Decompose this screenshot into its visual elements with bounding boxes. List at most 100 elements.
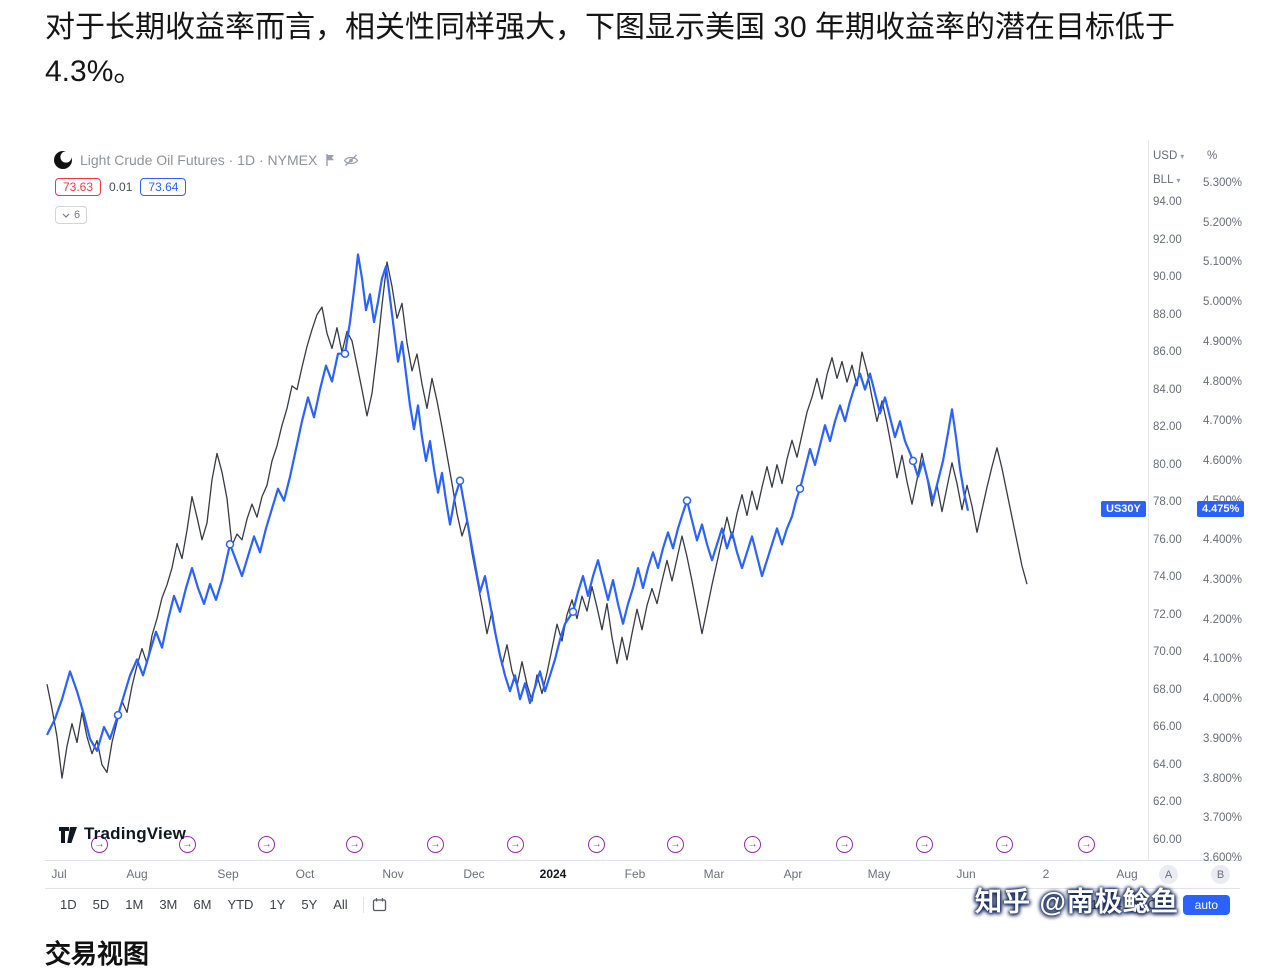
contract-roll-icon[interactable]: → — [744, 836, 761, 853]
currency-dropdown[interactable]: USD ▾ — [1153, 150, 1184, 162]
contract-roll-icon[interactable]: → — [507, 836, 524, 853]
crude-line[interactable] — [46, 261, 1028, 779]
range-button-5D[interactable]: 5D — [92, 897, 110, 912]
price-axis-usd[interactable]: 94.00 92.00 90.00 88.00 86.00 84.00 82.00 80.00… — [1153, 140, 1197, 860]
axis-tick-label: 80.00 — [1153, 459, 1182, 471]
time-axis-label: Oct — [295, 867, 315, 881]
axis-tick-label: 94.00 — [1153, 196, 1182, 208]
flag-icon[interactable] — [324, 153, 336, 167]
axis-tick-label: 76.00 — [1153, 534, 1182, 546]
us30y-line[interactable] — [46, 253, 970, 752]
time-axis-label: Aug — [126, 867, 148, 881]
axis-tick-label: 84.00 — [1153, 384, 1182, 396]
range-button-YTD[interactable]: YTD — [227, 897, 254, 912]
indicators-collapse-button[interactable]: 6 — [55, 206, 88, 224]
scale-a-button[interactable]: A — [1159, 865, 1178, 884]
time-axis-label: Mar — [703, 867, 725, 881]
eye-off-icon[interactable] — [343, 154, 359, 167]
quote-row: 73.63 0.01 73.64 — [55, 178, 187, 196]
chart-plot-area[interactable] — [45, 140, 1148, 860]
range-button-5Y[interactable]: 5Y — [301, 897, 318, 912]
caret-down-icon: ▾ — [1176, 175, 1181, 185]
contract-roll-icon[interactable]: → — [836, 836, 853, 853]
us30y-point-marker — [225, 540, 235, 549]
range-button-6M[interactable]: 6M — [193, 897, 212, 912]
sell-price-button[interactable]: 73.63 — [55, 178, 102, 196]
axis-tick-label: 72.00 — [1153, 609, 1182, 621]
axis-tick-label: 90.00 — [1153, 271, 1182, 283]
time-axis[interactable]: Jul Aug Sep Oct Nov Dec 2024 Feb Mar Apr May Jun 2 Au… — [45, 860, 1240, 889]
us30y-price-badge: 4.475% — [1197, 501, 1245, 517]
us30y-point-marker — [682, 496, 692, 505]
axis-tick-label: 4.200% — [1203, 614, 1243, 626]
chart-legend: Light Crude Oil Futures · 1D · NYMEX — [53, 150, 359, 170]
toolbar-divider — [362, 896, 364, 913]
go-to-date-icon[interactable] — [372, 897, 387, 912]
time-axis-label: Jul — [51, 867, 67, 881]
time-axis-label: May — [867, 867, 891, 881]
axis-tick-label: 4.000% — [1203, 693, 1243, 705]
symbol-logo-icon — [53, 150, 73, 170]
contract-roll-icon[interactable]: → — [346, 836, 363, 853]
contract-roll-icon[interactable]: → — [91, 836, 108, 853]
contract-roll-icon[interactable]: → — [667, 836, 684, 853]
buy-price-button[interactable]: 73.64 — [140, 178, 187, 196]
price-axis-percent[interactable]: 5.300% 5.200% 5.100% 5.000% 4.900% 4.800% 4.70… — [1203, 140, 1243, 864]
range-buttons: 1D 5D 1M 3M 6M YTD 1Y 5Y All — [53, 895, 355, 914]
auto-scale-button[interactable]: auto — [1182, 894, 1230, 915]
spread-value: 0.01 — [109, 180, 133, 194]
range-button-1D[interactable]: 1D — [60, 897, 77, 912]
axis-tick-label: 74.00 — [1153, 571, 1182, 583]
time-axis-label: Aug — [1116, 867, 1138, 881]
session-time[interactable]: 20:11:54 (UTC-5) — [1072, 897, 1173, 912]
contract-roll-icon[interactable]: → — [996, 836, 1013, 853]
contract-roll-icon[interactable]: → — [427, 836, 444, 853]
unit-dropdown[interactable]: BLL ▾ — [1153, 174, 1180, 186]
axis-tick-label: 86.00 — [1153, 346, 1182, 358]
time-axis-label: Apr — [783, 867, 803, 881]
axis-tick-label: 66.00 — [1153, 721, 1182, 733]
us30y-point-marker — [340, 349, 350, 358]
axis-tick-label: 5.100% — [1203, 256, 1243, 268]
range-button-3M[interactable]: 3M — [159, 897, 178, 912]
contract-roll-icon[interactable]: → — [588, 836, 605, 853]
indicator-count: 6 — [74, 209, 81, 221]
range-button-All[interactable]: All — [333, 897, 348, 912]
time-axis-labels: Jul Aug Sep Oct Nov Dec 2024 Feb Mar Apr May Jun 2 Au… — [45, 861, 1148, 889]
contract-roll-icon[interactable]: → — [258, 836, 275, 853]
axis-tick-label: 64.00 — [1153, 759, 1182, 771]
axis-tick-label: 4.600% — [1203, 455, 1243, 467]
intro-paragraph: 对于长期收益率而言，相关性同样强大，下图显示美国 30 年期收益率的潜在目标低于… — [45, 11, 1176, 88]
axis-tick-label: 4.400% — [1203, 534, 1243, 546]
us30y-point-marker — [455, 476, 465, 486]
toolbar-right: 20:11:54 (UTC-5) auto — [1072, 894, 1232, 915]
scale-b-button[interactable]: B — [1211, 865, 1230, 884]
time-axis-label: Feb — [624, 867, 646, 881]
axis-tick-label: 78.00 — [1153, 496, 1182, 508]
axis-tick-label: 5.300% — [1203, 177, 1243, 189]
axis-separator — [1148, 140, 1149, 860]
axis-tick-label: 5.000% — [1203, 296, 1243, 308]
axis-tick-label: 92.00 — [1153, 234, 1182, 246]
tradingview-mark-icon — [59, 827, 77, 843]
time-axis-label: Sep — [217, 867, 239, 881]
range-button-1Y[interactable]: 1Y — [269, 897, 286, 912]
tradingview-logo[interactable]: TradingView — [57, 824, 186, 844]
time-axis-label: 2024 — [539, 867, 567, 881]
axis-tick-label: 3.900% — [1203, 733, 1243, 745]
currency-label: USD — [1153, 150, 1178, 162]
range-button-1M[interactable]: 1M — [125, 897, 144, 912]
axis-tick-label: 62.00 — [1153, 796, 1182, 808]
time-axis-label: 2 — [1042, 867, 1050, 881]
contract-roll-icon[interactable]: → — [916, 836, 933, 853]
contract-roll-icon[interactable]: → — [179, 836, 196, 853]
watermark: 知乎 @南极鲶鱼 — [975, 887, 1179, 917]
axis-tick-label: 3.700% — [1203, 812, 1243, 824]
axis-tick-label: 5.200% — [1203, 217, 1243, 229]
tradingview-chart: → → → → → → → → → → → → → Light Crude Oil Futures · … — [45, 140, 1245, 920]
axis-tick-label: 68.00 — [1153, 684, 1182, 696]
contract-roll-icon[interactable]: → — [1078, 836, 1095, 853]
symbol-title[interactable]: Light Crude Oil Futures · 1D · NYMEX — [80, 152, 318, 168]
percent-axis-header[interactable]: % — [1207, 150, 1217, 162]
us30y-point-marker — [568, 607, 578, 617]
